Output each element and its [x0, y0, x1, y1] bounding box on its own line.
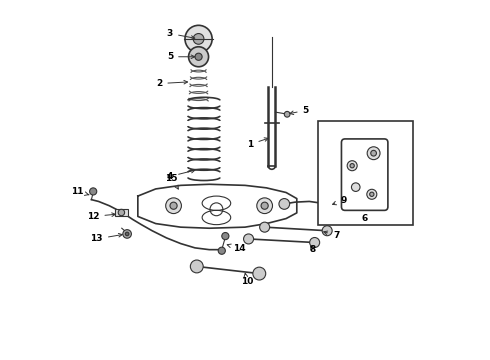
Text: 15: 15	[166, 174, 178, 189]
Circle shape	[253, 267, 266, 280]
Circle shape	[369, 192, 374, 197]
Circle shape	[118, 209, 124, 216]
Circle shape	[367, 147, 380, 159]
Circle shape	[284, 111, 290, 117]
Text: 8: 8	[310, 245, 316, 254]
Circle shape	[218, 247, 225, 254]
Text: 3: 3	[167, 29, 195, 39]
Circle shape	[123, 230, 131, 238]
Circle shape	[310, 238, 319, 248]
Text: 2: 2	[156, 79, 188, 88]
Circle shape	[166, 198, 181, 213]
Bar	[115, 208, 128, 216]
Text: 10: 10	[241, 273, 253, 286]
Circle shape	[350, 163, 354, 168]
Text: 7: 7	[324, 231, 339, 240]
Circle shape	[125, 232, 129, 236]
Text: 1: 1	[247, 138, 268, 149]
Circle shape	[190, 260, 203, 273]
Circle shape	[257, 198, 272, 213]
Circle shape	[322, 226, 332, 236]
Circle shape	[371, 150, 376, 156]
Text: 14: 14	[227, 244, 246, 253]
Circle shape	[90, 188, 97, 195]
Text: 4: 4	[167, 169, 195, 181]
Circle shape	[260, 222, 270, 232]
Circle shape	[347, 161, 357, 171]
Text: 11: 11	[71, 187, 89, 196]
Circle shape	[193, 33, 204, 44]
Circle shape	[170, 202, 177, 209]
Circle shape	[185, 25, 212, 53]
Circle shape	[244, 234, 253, 244]
Text: 6: 6	[362, 214, 368, 223]
Text: 13: 13	[91, 233, 122, 243]
Circle shape	[195, 53, 202, 60]
Circle shape	[367, 189, 377, 199]
FancyBboxPatch shape	[318, 121, 413, 225]
Text: 12: 12	[87, 212, 116, 221]
Circle shape	[261, 202, 268, 209]
Circle shape	[222, 233, 229, 240]
Text: 5: 5	[290, 106, 309, 115]
Circle shape	[279, 199, 290, 209]
Circle shape	[351, 183, 360, 192]
Text: 5: 5	[167, 52, 195, 61]
Circle shape	[327, 201, 338, 211]
Text: 9: 9	[333, 196, 346, 205]
Circle shape	[189, 47, 209, 67]
